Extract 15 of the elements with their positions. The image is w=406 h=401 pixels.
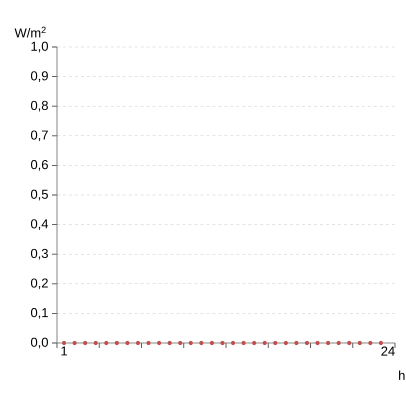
y-tick-label: 0,4	[30, 219, 48, 230]
y-tick-label: 0,9	[30, 71, 48, 82]
y-tick-label: 0,2	[30, 278, 48, 290]
y-tick-label: 0,3	[30, 248, 48, 260]
y-tick-label: 0,8	[30, 100, 48, 112]
y-tick-label: 0,1	[30, 308, 48, 319]
x-tick-label: 24	[381, 346, 395, 356]
y-tick-label: 0,7	[30, 130, 48, 142]
y-tick-label: 0,6	[30, 160, 48, 171]
x-tick-label: 1	[61, 346, 68, 356]
y-tick-label: 0,0	[30, 338, 48, 348]
y-tick-label: 0,5	[30, 190, 48, 200]
y-tick-label: 1,0	[31, 42, 48, 52]
y-axis-title: W/m$^{2}$	[14, 26, 46, 38]
x-axis-title: h	[399, 370, 405, 380]
